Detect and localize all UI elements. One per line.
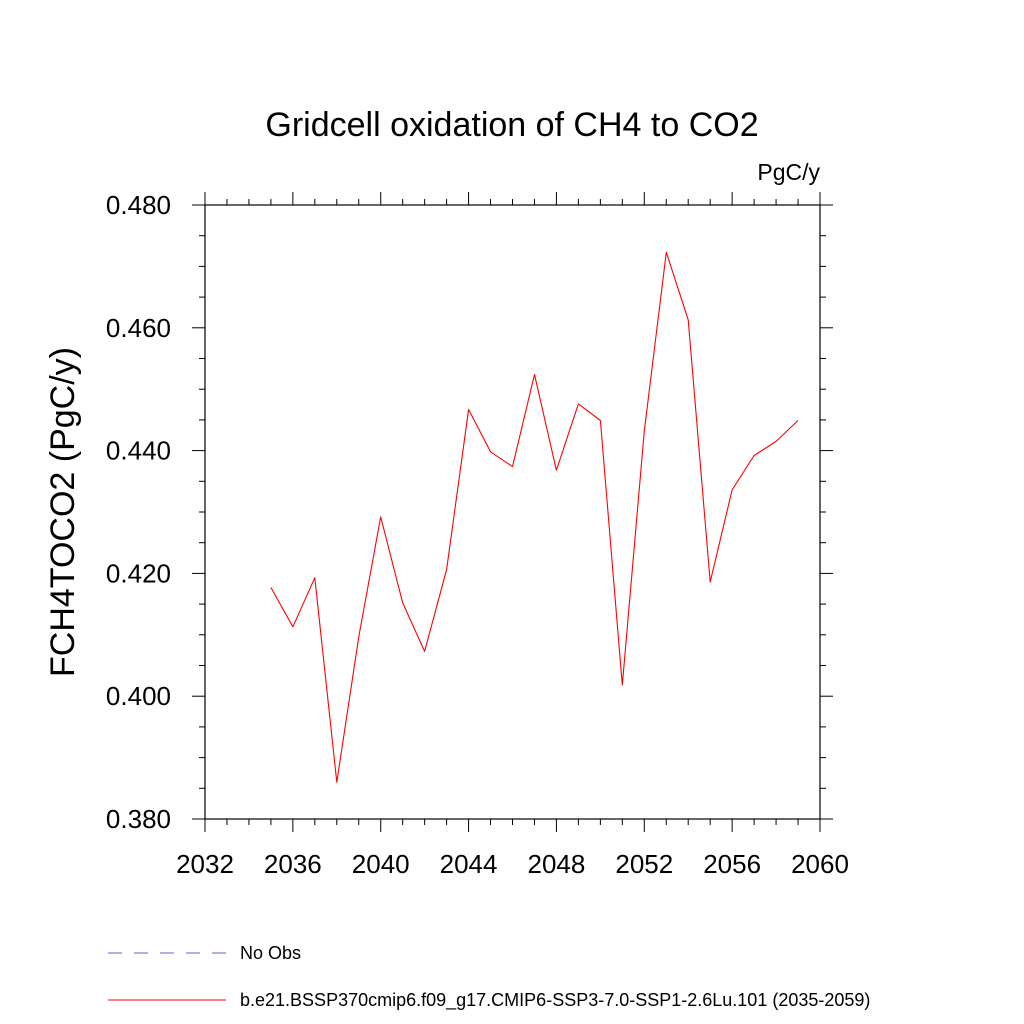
x-tick-label: 2044 [440,849,498,879]
x-tick-label: 2036 [264,849,322,879]
y-tick-label: 0.460 [106,313,171,343]
y-tick-label: 0.480 [106,190,171,220]
y-tick-label: 0.420 [106,558,171,588]
series-layer [270,251,799,783]
x-tick-label: 2032 [176,849,234,879]
legend-label-no-obs: No Obs [240,943,301,963]
legend-label-model-run: b.e21.BSSP370cmip6.f09_g17.CMIP6-SSP3-7.… [240,990,870,1011]
axis-ticks [192,192,833,832]
x-tick-label: 2040 [352,849,410,879]
tick-labels: 2032 2036 2040 2044 2048 2052 2056 2060 0.380 0.4… [106,190,849,879]
series-line [270,251,799,783]
y-tick-label: 0.440 [106,436,171,466]
plot-frame [204,204,821,820]
y-tick-label: 0.380 [106,804,171,834]
x-tick-label: 2060 [791,849,849,879]
x-tick-label: 2052 [615,849,673,879]
y-tick-label: 0.400 [106,681,171,711]
y-axis-label: FCH4TOCO2 (PgC/y) [44,347,82,677]
units-label: PgC/y [757,159,820,185]
chart-title: Gridcell oxidation of CH4 to CO2 [265,106,758,144]
legend: No Obs b.e21.BSSP370cmip6.f09_g17.CMIP6-… [108,943,870,1011]
x-tick-label: 2056 [703,849,761,879]
x-tick-label: 2048 [528,849,586,879]
